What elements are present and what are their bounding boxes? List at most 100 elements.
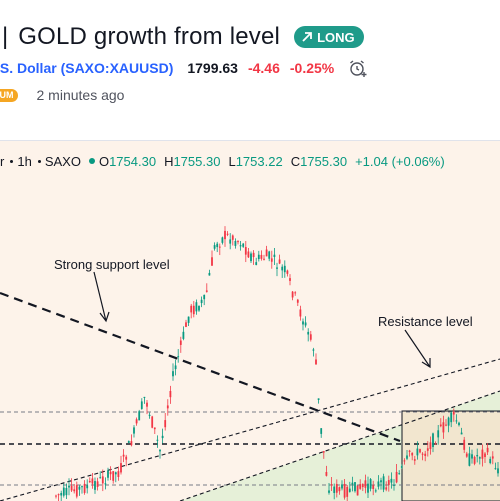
candle-body bbox=[164, 420, 167, 428]
candle-body bbox=[364, 480, 367, 488]
candle-body bbox=[208, 272, 211, 276]
candle-body bbox=[257, 254, 260, 260]
background-zone bbox=[0, 141, 500, 501]
candle-body bbox=[408, 450, 411, 452]
candle-body bbox=[78, 486, 81, 490]
candle-body bbox=[302, 321, 304, 325]
legend-high-label: H bbox=[164, 153, 174, 169]
candle-body bbox=[325, 472, 328, 476]
candle-body bbox=[62, 487, 65, 496]
legend-open: 1754.30 bbox=[109, 153, 157, 169]
candle-body bbox=[70, 485, 73, 491]
candle-body bbox=[455, 420, 458, 422]
candle-body bbox=[224, 230, 226, 240]
candle-body bbox=[377, 481, 380, 487]
symbol-change: -4.46 bbox=[247, 60, 280, 76]
candle-body bbox=[476, 454, 479, 457]
candle-body bbox=[86, 485, 89, 489]
candle-body bbox=[122, 454, 125, 457]
candle-body bbox=[380, 480, 382, 483]
candle-body bbox=[55, 495, 57, 497]
candle-body bbox=[434, 443, 437, 445]
candle-body bbox=[109, 471, 112, 475]
candle-body bbox=[395, 471, 398, 483]
candle-body bbox=[450, 412, 453, 423]
legend-interval: 1h bbox=[17, 153, 32, 169]
candle-body bbox=[447, 417, 450, 426]
candle-body bbox=[374, 490, 377, 492]
candle-body bbox=[463, 439, 466, 450]
premium-badge: IUM bbox=[0, 88, 18, 102]
candle-body bbox=[177, 356, 180, 358]
candle-body bbox=[489, 458, 492, 464]
candle-body bbox=[361, 483, 364, 488]
publish-time: 2 minutes ago bbox=[36, 87, 125, 103]
candle-body bbox=[406, 455, 408, 459]
candle-body bbox=[294, 292, 297, 294]
candle-body bbox=[195, 302, 198, 312]
candle-body bbox=[218, 246, 221, 248]
chart-canvas[interactable]: Strong support level Resistance level bbox=[0, 141, 500, 501]
candle-body bbox=[278, 259, 281, 264]
candle-body bbox=[276, 267, 278, 269]
candle-body bbox=[429, 442, 432, 450]
candle-body bbox=[213, 245, 216, 249]
candle-body bbox=[99, 477, 102, 479]
legend-low-label: L bbox=[228, 153, 236, 169]
candle-body bbox=[112, 471, 115, 481]
symbol-link[interactable]: .S. Dollar (SAXO:XAUUSD) bbox=[0, 60, 174, 76]
candle-body bbox=[140, 401, 143, 409]
candle-body bbox=[291, 291, 294, 298]
candle-body bbox=[419, 449, 421, 453]
candle-body bbox=[172, 371, 174, 377]
candle-body bbox=[75, 485, 78, 497]
candle-body bbox=[491, 456, 494, 459]
candle-body bbox=[478, 457, 481, 459]
candle-body bbox=[169, 390, 172, 398]
candle-body bbox=[445, 424, 447, 426]
candle-body bbox=[211, 257, 213, 266]
candle-body bbox=[198, 305, 200, 311]
candle-body bbox=[286, 270, 289, 274]
candle-body bbox=[146, 402, 148, 407]
candle-body bbox=[185, 322, 187, 327]
candle-body bbox=[221, 237, 224, 243]
candle-body bbox=[356, 485, 359, 496]
alarm-clock-add-icon[interactable] bbox=[348, 58, 368, 78]
candle-body bbox=[229, 239, 232, 244]
candle-body bbox=[226, 233, 229, 235]
candle-body bbox=[265, 249, 268, 257]
candle-body bbox=[231, 235, 234, 240]
candle-body bbox=[268, 251, 271, 259]
candle-body bbox=[263, 258, 265, 260]
candle-body bbox=[81, 486, 83, 488]
candle-body bbox=[481, 449, 484, 459]
legend-separator bbox=[10, 159, 14, 163]
candle-body bbox=[88, 480, 91, 483]
candle-body bbox=[101, 476, 104, 484]
candle-body bbox=[200, 299, 203, 304]
candle-body bbox=[281, 266, 284, 271]
candle-body bbox=[182, 331, 185, 339]
candle-body bbox=[400, 466, 403, 468]
candle-body bbox=[239, 245, 242, 247]
resistance-arrow bbox=[404, 329, 431, 369]
legend-high: 1755.30 bbox=[173, 153, 221, 169]
candle-body bbox=[465, 453, 468, 457]
candle-body bbox=[65, 487, 68, 496]
candle-body bbox=[390, 478, 393, 483]
candle-body bbox=[307, 331, 310, 335]
candle-body bbox=[255, 262, 258, 265]
idea-title: GOLD growth from level bbox=[18, 23, 281, 50]
candle-body bbox=[135, 419, 138, 424]
price-chart[interactable]: Strong support level Resistance level r … bbox=[0, 140, 500, 501]
candle-body bbox=[166, 405, 169, 409]
candle-body bbox=[351, 482, 354, 485]
candle-body bbox=[117, 471, 120, 478]
candle-body bbox=[398, 473, 401, 475]
candle-body bbox=[179, 340, 182, 345]
candle-body bbox=[372, 485, 375, 489]
candle-body bbox=[192, 305, 195, 315]
legend-close: 1755.30 bbox=[300, 153, 348, 169]
candle-body bbox=[138, 411, 141, 421]
